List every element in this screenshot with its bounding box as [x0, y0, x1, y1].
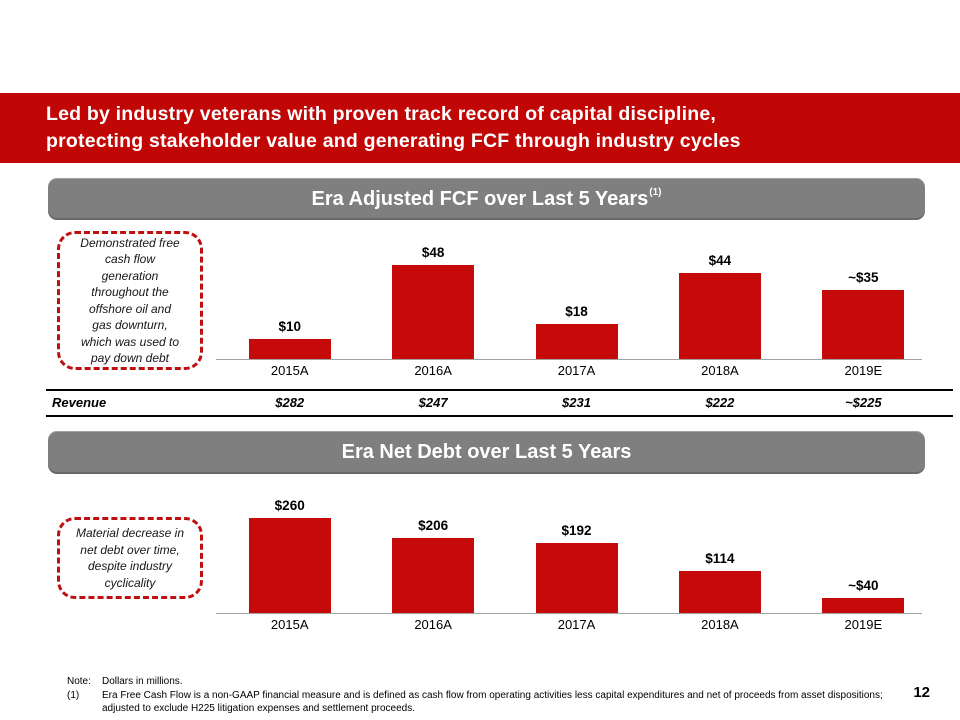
- bar-value-label: $48: [421, 245, 445, 260]
- bar-group: $260: [218, 488, 361, 613]
- netdebt-callout-box: Material decrease in net debt over time,…: [57, 517, 203, 599]
- bar-group: $18: [505, 239, 648, 359]
- bar-group: ~$35: [792, 239, 935, 359]
- headline-text: Led by industry veterans with proven tra…: [46, 101, 940, 155]
- fcf-section-title: Era Adjusted FCF over Last 5 Years: [311, 187, 649, 210]
- fcf-title-footnote-marker: (1): [649, 186, 662, 198]
- bar: [535, 543, 618, 613]
- fcf-callout-text: Demonstrated free cash flow generation t…: [80, 235, 180, 366]
- x-axis-label: 2015A: [270, 363, 309, 378]
- bar: [248, 339, 331, 359]
- netdebt-bar-chart: $260 $206 $192 $114 ~$40: [218, 488, 935, 613]
- bar-group: $48: [361, 239, 504, 359]
- x-axis-label: 2018A: [701, 363, 739, 378]
- bar-value-label: $206: [418, 518, 449, 533]
- bar: [392, 265, 475, 359]
- headline-line-1: Led by industry veterans with proven tra…: [46, 103, 716, 125]
- x-axis-label: 2016A: [414, 363, 452, 378]
- bar-group: $192: [505, 488, 648, 613]
- fcf-x-axis-line: [216, 359, 922, 360]
- revenue-value: $247: [418, 395, 448, 410]
- netdebt-callout-text: Material decrease in net debt over time,…: [75, 526, 185, 590]
- x-axis-label: 2018A: [701, 617, 739, 632]
- bar-value-label: $10: [278, 319, 301, 334]
- revenue-values: $282 $247 $231 $222 ~$225: [218, 395, 935, 410]
- footnote-1-row: (1) Era Free Cash Flow is a non-GAAP fin…: [67, 690, 912, 715]
- footnote-1-text: Era Free Cash Flow is a non-GAAP financi…: [102, 690, 883, 714]
- footnote-note-row: Note: Dollars in millions.: [67, 676, 912, 689]
- bar-group: $44: [648, 239, 791, 359]
- fcf-callout-box: Demonstrated free cash flow generation t…: [57, 231, 203, 370]
- bar-value-label: $44: [708, 253, 732, 268]
- footnote-note-label: Note:: [67, 676, 91, 687]
- headline-banner: Led by industry veterans with proven tra…: [0, 93, 960, 163]
- revenue-table-row: Revenue $282 $247 $231 $222 ~$225: [46, 389, 953, 417]
- bar: [822, 598, 905, 613]
- netdebt-x-axis-line: [216, 613, 922, 614]
- bar: [535, 324, 618, 359]
- revenue-value: $282: [275, 395, 305, 410]
- revenue-value: ~$225: [845, 395, 882, 410]
- fcf-x-axis-labels: 2015A 2016A 2017A 2018A 2019E: [218, 363, 935, 378]
- footnote-note-text: Dollars in millions.: [102, 676, 183, 687]
- bar: [822, 290, 905, 359]
- bar: [678, 571, 761, 613]
- netdebt-x-axis-labels: 2015A 2016A 2017A 2018A 2019E: [218, 617, 935, 632]
- bar-value-label: $192: [561, 523, 592, 538]
- bar-group: $114: [648, 488, 791, 613]
- x-axis-label: 2019E: [844, 617, 883, 632]
- x-axis-label: 2017A: [557, 617, 596, 632]
- bar-group: ~$40: [792, 488, 935, 613]
- x-axis-label: 2019E: [844, 363, 883, 378]
- bar-value-label: $260: [274, 498, 305, 513]
- bar-value-label: ~$40: [848, 578, 879, 593]
- revenue-row-label: Revenue: [52, 395, 107, 410]
- revenue-value: $231: [562, 395, 591, 410]
- bar: [392, 538, 475, 613]
- netdebt-section-title: Era Net Debt over Last 5 Years: [341, 441, 632, 463]
- x-axis-label: 2017A: [557, 363, 596, 378]
- footnote-1-label: (1): [67, 690, 80, 701]
- bar-value-label: $114: [705, 551, 735, 566]
- bar-group: $206: [361, 488, 504, 613]
- fcf-bar-chart: $10 $48 $18 $44 ~$35: [218, 239, 935, 359]
- bar: [678, 273, 761, 359]
- bar-value-label: $18: [565, 304, 588, 319]
- fcf-section-title-banner: Era Adjusted FCF over Last 5 Years (1): [48, 178, 925, 220]
- x-axis-label: 2016A: [414, 617, 452, 632]
- bar-value-label: ~$35: [848, 270, 879, 285]
- x-axis-label: 2015A: [270, 617, 309, 632]
- footnotes: Note: Dollars in millions. (1) Era Free …: [67, 676, 912, 717]
- headline-line-2: protecting stakeholder value and generat…: [46, 130, 741, 152]
- bar-group: $10: [218, 239, 361, 359]
- page-number: 12: [913, 684, 930, 701]
- bar: [248, 518, 331, 613]
- netdebt-section-title-banner: Era Net Debt over Last 5 Years: [48, 431, 925, 474]
- revenue-value: $222: [705, 395, 735, 410]
